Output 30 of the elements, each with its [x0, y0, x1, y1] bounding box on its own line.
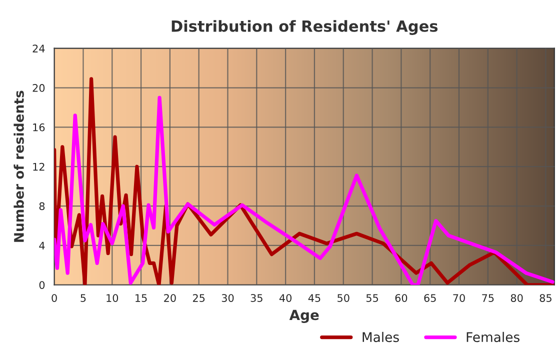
legend-label: Males: [362, 332, 399, 342]
x-tick-label: 60: [395, 294, 408, 302]
y-tick-label: 16: [33, 123, 45, 132]
x-tick-label: 10: [106, 294, 118, 302]
y-tick-label: 0: [39, 281, 45, 289]
x-tick-label: 85: [540, 294, 552, 302]
chart-title: Distribution of Residents' Ages: [172, 20, 438, 35]
x-tick-label: 20: [164, 294, 176, 302]
x-tick-label: 25: [192, 294, 205, 302]
x-tick-label: 35: [250, 294, 262, 302]
y-tick-label: 8: [39, 202, 45, 210]
y-tick-label: 24: [32, 44, 45, 52]
x-tick-label: 70: [453, 294, 465, 302]
x-tick-label: 45: [308, 294, 320, 302]
x-tick-label: 75: [482, 294, 494, 302]
y-tick-label: 20: [32, 84, 45, 92]
y-axis-title: Number of residents: [14, 90, 24, 242]
x-tick-label: 40: [279, 294, 292, 302]
x-tick-label: 55: [366, 294, 378, 302]
x-tick-label: 65: [424, 294, 436, 302]
x-tick-label: 0: [52, 294, 57, 302]
x-tick-label: 50: [338, 294, 350, 302]
x-tick-label: 30: [222, 294, 234, 302]
legend-label: Females: [466, 332, 520, 342]
x-tick-label: 15: [136, 294, 147, 302]
x-tick-label: 5: [80, 294, 86, 302]
y-tick-label: 4: [39, 242, 45, 250]
x-axis-title: Age: [289, 310, 319, 323]
y-tick-label: 12: [33, 162, 44, 171]
x-tick-label: 80: [510, 294, 523, 302]
